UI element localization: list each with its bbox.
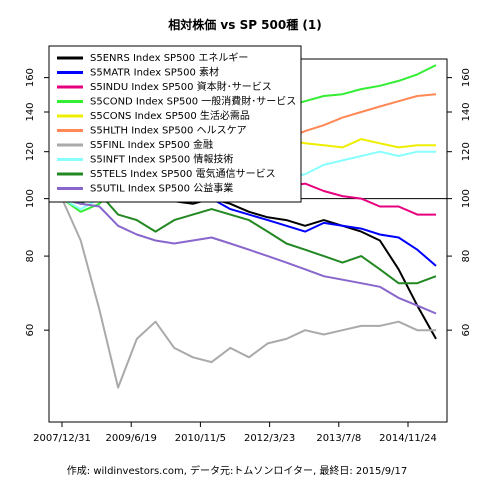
y-tick-label-left-4: 140 — [25, 102, 36, 121]
y-tick-label-left-3: 120 — [25, 142, 36, 161]
x-tick-label-4: 2013/7/8 — [316, 433, 361, 444]
legend-label-1: S5ENRS Index SP500 エネルギー — [90, 52, 248, 64]
legend-label-5: S5CONS Index SP500 生活必需品 — [90, 109, 250, 122]
y-tick-label-right-3: 120 — [461, 142, 472, 161]
series-line-7 — [61, 198, 436, 389]
y-tick-label-right-2: 100 — [461, 189, 472, 208]
x-tick-label-1: 2009/6/19 — [106, 433, 157, 444]
x-tick-label-5: 2014/11/24 — [379, 433, 437, 444]
legend-label-4: S5COND Index SP500 一般消費財･サービス — [90, 95, 296, 108]
x-tick-label-2: 2010/11/5 — [175, 433, 226, 444]
legend-label-9: S5TELS Index SP500 電気通信サービス — [90, 167, 276, 180]
y-tick-label-left-0: 60 — [25, 324, 36, 337]
legend-box — [48, 45, 302, 203]
series-line-10 — [61, 197, 437, 315]
legend-label-2: S5MATR Index SP500 素材 — [90, 66, 219, 79]
y-tick-label-left-2: 100 — [25, 189, 36, 208]
y-tick-label-right-4: 140 — [461, 102, 472, 121]
legend-label-3: S5INDU Index SP500 資本財･サービス — [90, 80, 272, 93]
y-tick-label-right-1: 80 — [461, 250, 472, 263]
x-tick-label-0: 2007/12/31 — [33, 433, 91, 444]
y-axis-left: 60 80 100 120 140 160 — [25, 68, 49, 337]
chart-title: 相対株価 vs SP 500種 (1) — [168, 17, 321, 32]
legend-label-7: S5FINL Index SP500 金融 — [90, 138, 213, 151]
chart-caption: 作成: wildinvestors.com, データ元:トムソンロイター, 最終… — [67, 464, 407, 477]
y-tick-label-left-5: 160 — [25, 68, 36, 87]
series-line-9 — [61, 192, 437, 285]
x-axis: 2007/12/31 2009/6/19 2010/11/5 2012/3/23 201… — [33, 422, 437, 444]
x-tick-label-3: 2012/3/23 — [244, 433, 295, 444]
legend-label-6: S5HLTH Index SP500 ヘルスケア — [90, 125, 247, 137]
y-tick-label-right-0: 60 — [461, 324, 472, 337]
y-axis-right: 60 80 100 120 140 160 — [447, 68, 472, 337]
legend-label-8: S5INFT Index SP500 情報技術 — [90, 153, 233, 166]
y-tick-label-left-1: 80 — [25, 250, 36, 263]
legend-label-10: S5UTIL Index SP500 公益事業 — [90, 182, 233, 195]
y-tick-label-right-5: 160 — [461, 68, 472, 87]
legend: S5ENRS Index SP500 エネルギー S5MATR Index SP5… — [48, 45, 302, 203]
